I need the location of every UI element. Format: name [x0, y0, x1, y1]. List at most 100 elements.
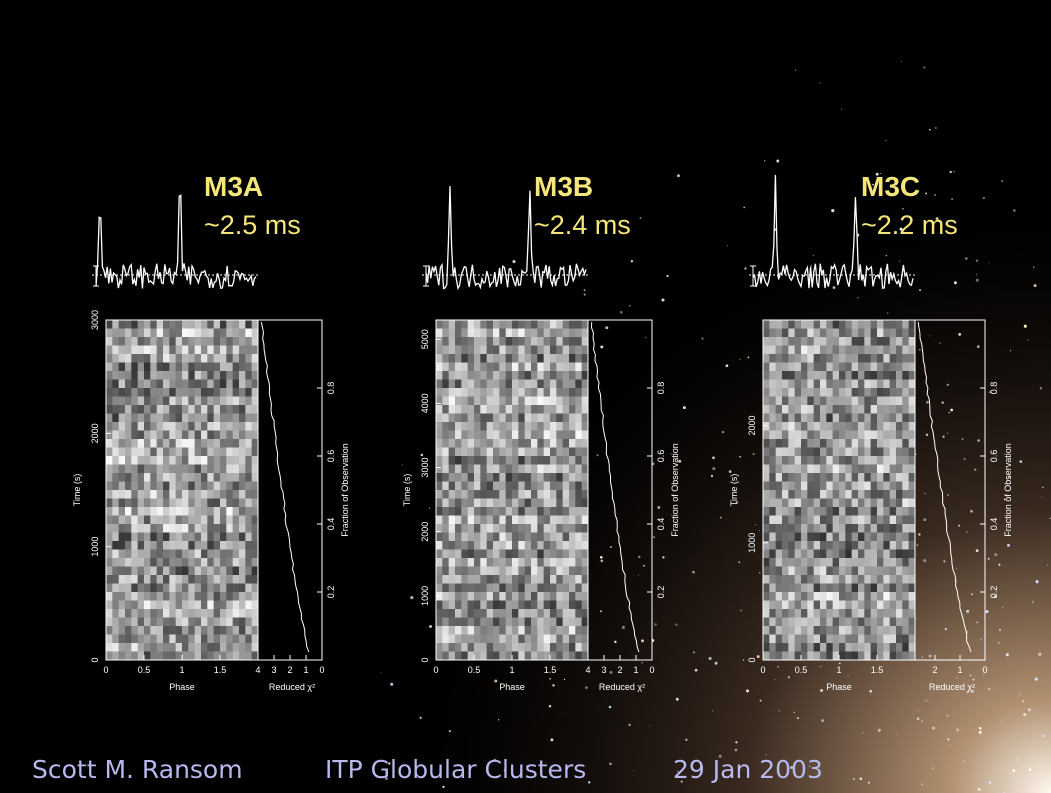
pixel — [461, 422, 468, 431]
pixel — [852, 380, 859, 389]
star — [964, 458, 966, 460]
pixel — [233, 439, 240, 448]
pixel — [188, 346, 195, 355]
pixel — [820, 550, 827, 559]
pixel — [144, 592, 151, 601]
pixel — [537, 431, 544, 440]
pixel — [195, 320, 202, 329]
pixel — [214, 439, 221, 448]
star — [1006, 653, 1009, 656]
star — [971, 593, 973, 595]
pixel — [207, 371, 214, 380]
pixel — [449, 456, 456, 465]
pixel — [575, 371, 582, 380]
pixel — [468, 516, 475, 525]
star — [966, 531, 968, 533]
pixel — [833, 473, 840, 482]
pixel — [544, 329, 551, 338]
pixel — [207, 482, 214, 491]
pixel — [150, 575, 157, 584]
pixel — [195, 465, 202, 474]
pixel — [233, 448, 240, 457]
pixel — [801, 320, 808, 329]
star — [1012, 769, 1015, 772]
pixel — [902, 371, 909, 380]
pixel — [188, 635, 195, 644]
pixel — [106, 329, 113, 338]
star — [641, 639, 644, 642]
pixel — [826, 618, 833, 627]
pixel — [157, 584, 164, 593]
pixel — [169, 465, 176, 474]
pixel — [106, 320, 113, 329]
pixel — [820, 346, 827, 355]
pixel — [896, 635, 903, 644]
pixel — [531, 652, 538, 661]
pixel — [442, 414, 449, 423]
pixel — [245, 609, 252, 618]
pixel — [144, 618, 151, 627]
pixel — [871, 601, 878, 610]
pixel — [814, 609, 821, 618]
pixel — [245, 550, 252, 559]
y-tick-label: 5000 — [420, 329, 430, 349]
pixel — [506, 524, 513, 533]
pixel — [239, 448, 246, 457]
pixel — [195, 541, 202, 550]
pixel — [556, 465, 563, 474]
y-tick-label: 0 — [420, 657, 430, 662]
pixel — [845, 584, 852, 593]
pixel — [864, 558, 871, 567]
pixel — [455, 346, 462, 355]
pixel — [480, 439, 487, 448]
pixel — [556, 363, 563, 372]
pixel — [769, 448, 776, 457]
pixel — [801, 524, 808, 533]
pixel — [188, 558, 195, 567]
pixel — [176, 439, 183, 448]
pixel — [531, 499, 538, 508]
star — [859, 777, 862, 780]
pixel — [169, 371, 176, 380]
pixel — [214, 320, 221, 329]
pixel — [807, 363, 814, 372]
pixel — [883, 490, 890, 499]
pixel — [499, 626, 506, 635]
pixel — [461, 601, 468, 610]
pixel — [226, 448, 233, 457]
pixel — [226, 380, 233, 389]
pixel — [883, 652, 890, 661]
y2-axis-label: Fraction of Observation — [670, 443, 680, 537]
star — [820, 666, 822, 668]
star — [562, 714, 563, 715]
pixel — [890, 456, 897, 465]
pixel — [106, 397, 113, 406]
pixel — [763, 465, 770, 474]
pixel — [883, 380, 890, 389]
x2-tick-label: 0 — [649, 665, 654, 675]
pixel — [877, 482, 884, 491]
pixel — [814, 550, 821, 559]
pixel — [468, 431, 475, 440]
pixel — [499, 405, 506, 414]
pixel — [157, 397, 164, 406]
y2-axis-label: Fraction of Observation — [340, 443, 350, 537]
pixel — [807, 473, 814, 482]
pixel — [820, 422, 827, 431]
pixel — [455, 473, 462, 482]
pixel — [157, 465, 164, 474]
star — [600, 556, 603, 559]
pixel — [195, 422, 202, 431]
pixel — [188, 575, 195, 584]
pixel — [858, 346, 865, 355]
pixel — [563, 490, 570, 499]
pixel — [214, 533, 221, 542]
pixel — [845, 422, 852, 431]
pixel — [864, 533, 871, 542]
pixel — [569, 558, 576, 567]
pixel — [499, 320, 506, 329]
pixel — [125, 405, 132, 414]
pixel — [214, 626, 221, 635]
pixel — [449, 601, 456, 610]
